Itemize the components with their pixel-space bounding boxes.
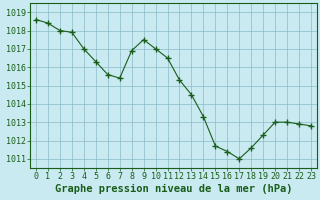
X-axis label: Graphe pression niveau de la mer (hPa): Graphe pression niveau de la mer (hPa)	[55, 184, 292, 194]
